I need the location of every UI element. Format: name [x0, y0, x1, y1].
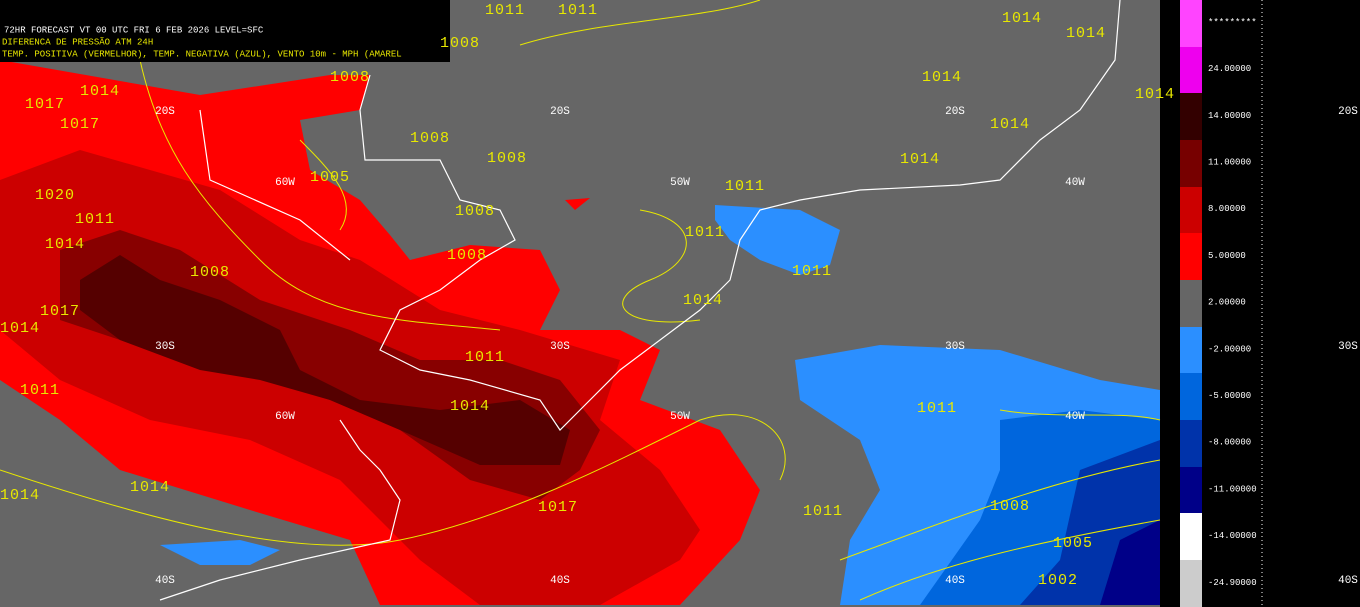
- isobar-label: 1008: [410, 130, 450, 147]
- isobar-label: 1011: [20, 382, 60, 399]
- isobar-label: 1008: [440, 35, 480, 52]
- colorbar-label: -24.90000: [1208, 578, 1257, 588]
- isobar-label: 1008: [487, 150, 527, 167]
- isobar-label: 1011: [725, 178, 765, 195]
- isobar-label: 1020: [35, 187, 75, 204]
- colorbar-label: 14.00000: [1208, 111, 1251, 121]
- colorbar-label: -8.00000: [1208, 438, 1251, 448]
- isobar-label: 1011: [685, 224, 725, 241]
- grid-label: 40S: [945, 575, 965, 587]
- isobar-label: 1014: [45, 236, 85, 253]
- isobar-label: 1008: [455, 203, 495, 220]
- header-line: 72HR FORECAST VT 00 UTC FRI 6 FEB 2026 L…: [4, 25, 264, 35]
- isobar-label: 1005: [1053, 535, 1093, 552]
- grid-label: 50W: [670, 411, 690, 423]
- grid-label: 30S: [155, 341, 175, 353]
- colorbar-label: 11.00000: [1208, 157, 1251, 167]
- grid-label: 20S: [155, 106, 175, 118]
- grid-label: 40W: [1065, 177, 1085, 189]
- isobar-label: 1014: [0, 487, 40, 504]
- grid-label: 60W: [275, 411, 295, 423]
- grid-label: 20S: [1338, 106, 1358, 118]
- colorbar-label: 24.00000: [1208, 64, 1251, 74]
- colorbar-label: -14.00000: [1208, 531, 1257, 541]
- header-line: DIFERENCA DE PRESSÃO ATM 24H: [2, 36, 153, 47]
- isobar-label: 1014: [0, 320, 40, 337]
- isobar-label: 1002: [1038, 572, 1078, 589]
- colorbar-label: 5.00000: [1208, 251, 1246, 261]
- isobar-label: 1014: [130, 479, 170, 496]
- isobar-label: 1008: [330, 69, 370, 86]
- grid-label: 50W: [670, 177, 690, 189]
- isobar-label: 1008: [447, 247, 487, 264]
- grid-label: 60W: [275, 177, 295, 189]
- isobar-label: 1008: [190, 264, 230, 281]
- colorbar-label: 2.00000: [1208, 298, 1246, 308]
- grid-label: 40S: [155, 575, 175, 587]
- colorbar-label: -2.00000: [1208, 344, 1251, 354]
- isobar-label: 1014: [683, 292, 723, 309]
- isobar-label: 1011: [792, 263, 832, 280]
- isobars: [0, 0, 1161, 601]
- header-line: TEMP. POSITIVA (VERMELHOR), TEMP. NEGATI…: [2, 49, 402, 59]
- colorbar-label: 8.00000: [1208, 204, 1246, 214]
- isobar-label: 1011: [803, 503, 843, 520]
- isobar-label: 1014: [80, 83, 120, 100]
- colorbar: [1180, 0, 1263, 607]
- grid-label: 40S: [1338, 575, 1358, 587]
- grid-label: 20S: [550, 106, 570, 118]
- isobar-label: 1014: [922, 69, 962, 86]
- isobar-label: 1011: [465, 349, 505, 366]
- isobar-label: 1011: [485, 2, 525, 19]
- isobar-label: 1014: [450, 398, 490, 415]
- isobar-label: 1014: [1066, 25, 1106, 42]
- temperature-fields: [0, 60, 1160, 605]
- isobar-label: 1017: [40, 303, 80, 320]
- isobar-label: 1008: [990, 498, 1030, 515]
- isobar-label: 1017: [60, 116, 100, 133]
- isobar-label: 1014: [990, 116, 1030, 133]
- colorbar-label: *********: [1208, 17, 1257, 27]
- isobar-label: 1014: [1002, 10, 1042, 27]
- isobar-label: 1011: [75, 211, 115, 228]
- grid-label: 30S: [550, 341, 570, 353]
- isobar-label: 1014: [900, 151, 940, 168]
- colorbar-label: -11.00000: [1208, 484, 1257, 494]
- grid-label: 30S: [1338, 341, 1358, 353]
- colorbar-label: -5.00000: [1208, 391, 1251, 401]
- grid-label: 20S: [945, 106, 965, 118]
- grid-label: 40W: [1065, 411, 1085, 423]
- isobar-label: 1011: [558, 2, 598, 19]
- header-box: [0, 0, 450, 62]
- isobar-label: 1005: [310, 169, 350, 186]
- grid-label: 30S: [945, 341, 965, 353]
- isobar-label: 1011: [917, 400, 957, 417]
- coastlines: [159, 0, 1121, 601]
- grid-label: 40S: [550, 575, 570, 587]
- isobar-label: 1014: [1135, 86, 1175, 103]
- isobar-label: 1017: [538, 499, 578, 516]
- isobar-label: 1017: [25, 96, 65, 113]
